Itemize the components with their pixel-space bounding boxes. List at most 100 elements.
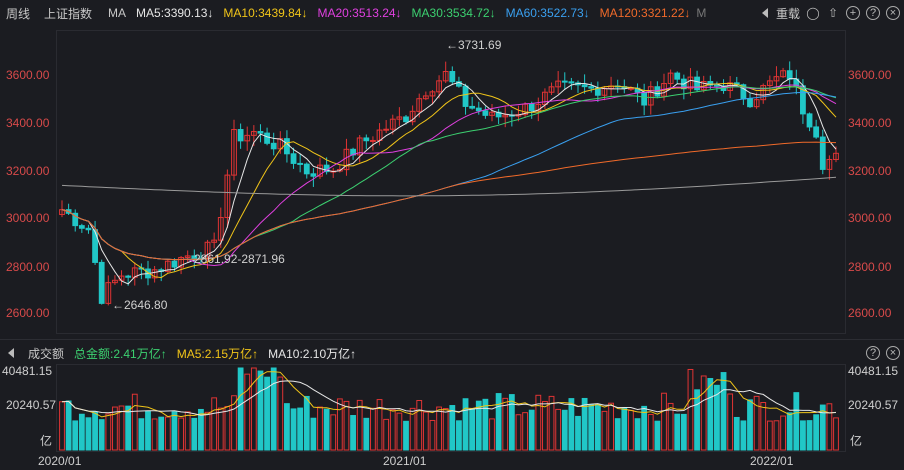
reweight-button[interactable]: 重载 [775,6,800,21]
more-indicator[interactable]: M [696,6,707,20]
x-label-2022: 2022/01 [750,454,794,468]
volume-bar [608,402,614,451]
volume-bar [733,416,740,451]
add-icon[interactable]: + [846,6,860,20]
x-label-2020: 2020/01 [38,454,82,468]
scroll-left-icon[interactable] [761,8,768,18]
ma30-line [61,86,837,261]
price-chart-area[interactable] [56,30,846,334]
volume-mid-label-right: 20240.57 [848,398,899,412]
candle-body [813,126,820,138]
volume-bar [621,407,628,451]
volume-bar [442,408,449,451]
ma250-line [61,176,837,197]
volume-bar [363,417,370,451]
volume-bar [112,406,118,451]
volume-help-icon[interactable]: ? [866,346,880,360]
volume-unit-left: 亿 [40,434,53,448]
price-tick-r-0: 3600.00 [848,68,892,82]
volume-bar [634,418,641,451]
volume-bar [661,392,667,451]
candle-body [806,113,813,128]
price-tick-l-2: 3200.00 [6,164,50,178]
volume-bar [760,402,767,451]
volume-bar [740,420,747,451]
ma-indicator-5: MA120:3321.22↓ [599,6,691,20]
collapse-icon[interactable] [8,348,14,358]
close-icon[interactable]: × [886,6,900,20]
candle-body [317,164,323,177]
volume-bar [92,411,98,451]
volume-bar [257,370,264,451]
candle-body [92,229,98,263]
volume-title[interactable]: 成交额 [28,346,65,361]
candle-body [257,131,264,134]
volume-bar [217,407,224,451]
index-name[interactable]: 上证指数 [44,6,93,21]
candle-body [396,116,403,120]
candle-body [403,116,409,123]
volume-bar [429,419,436,451]
price-tick-r-5: 2600.00 [848,306,892,320]
share-icon[interactable]: ⇧ [827,6,839,20]
candle-body [542,91,548,105]
lock-icon[interactable]: ◯ [806,6,820,20]
volume-bar [211,397,218,451]
candle-body [112,279,118,284]
volume-bar [323,408,330,451]
volume-bar [548,395,555,451]
volume-top-label-left: 40481.15 [2,364,53,378]
volume-bar [462,398,469,451]
ma10-line [61,82,837,279]
low-annotation: ←2646.80 [112,298,168,312]
volume-bar [131,393,138,451]
candle-body [773,76,780,82]
volume-bar [793,392,800,451]
volume-bar [489,418,495,451]
candle-body [826,158,833,170]
price-tick-l-4: 2800.00 [6,260,50,274]
price-tick-l-3: 3000.00 [6,211,50,225]
candle-body [125,275,132,278]
candle-body [422,95,429,100]
ma60-line [61,91,837,261]
topbar-tools: 重载 ◯ ⇧ + ? × [758,0,900,26]
volume-bar [237,367,244,451]
candle-body [363,137,370,142]
volume-bar [284,403,290,451]
volume-bar [383,418,390,451]
volume-bar [403,420,409,451]
volume-bar [356,399,363,451]
ma-indicator-4: MA60:3522.73↓ [505,6,590,20]
volume-bar [654,420,661,451]
volume-bar [78,413,85,451]
candle-body [356,137,363,156]
volume-bar [515,414,522,451]
candle-body [310,173,317,177]
volume-bar [336,398,343,451]
volume-bar [416,399,423,451]
ma-label[interactable]: MA [108,6,127,20]
volume-bar [264,376,270,451]
help-icon[interactable]: ? [866,6,880,20]
volume-bar [773,420,780,451]
candle-body [753,99,760,108]
volume-bar [449,405,456,451]
candle-body [667,72,674,85]
candle-body [151,269,158,279]
ma120-line [61,141,837,261]
volume-close-icon[interactable]: × [886,346,900,360]
candle-body [416,98,423,112]
candle-body [641,91,648,106]
candle-body [502,114,509,118]
candle-body [409,110,416,123]
volume-bar [555,408,562,451]
volume-chart-area[interactable] [56,364,846,452]
period-label[interactable]: 周线 [6,6,31,21]
volume-bar [436,406,442,451]
volume-bar [290,408,297,451]
volume-bar [350,415,356,451]
volume-bar [786,412,793,451]
volume-bar [667,402,674,451]
